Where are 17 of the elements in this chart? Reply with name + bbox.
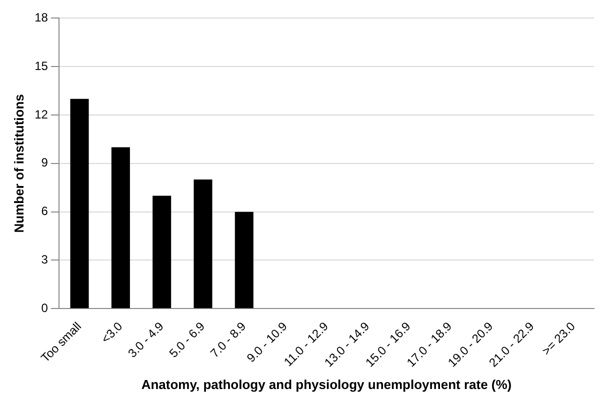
y-tick-label: 9 xyxy=(41,156,48,170)
x-tick-label: 5.0 - 6.9 xyxy=(166,319,208,360)
y-tick-label: 18 xyxy=(34,10,48,25)
bar xyxy=(111,147,130,308)
y-tick-label: 6 xyxy=(41,204,48,218)
x-tick-label: <3.0 xyxy=(98,319,126,346)
bar xyxy=(152,196,172,308)
bar xyxy=(70,98,89,308)
y-tick-label: 0 xyxy=(41,300,48,315)
x-tick-label: 3.0 - 4.9 xyxy=(125,319,167,360)
y-tick-label: 12 xyxy=(34,107,48,122)
bar xyxy=(234,212,254,308)
y-axis-title: Number of institutions xyxy=(11,94,26,233)
x-axis-title: Anatomy, pathology and physiology unemployment rate (%) xyxy=(141,376,512,392)
y-tick-label: 15 xyxy=(34,58,48,73)
bar xyxy=(194,180,212,308)
y-tick-label: 3 xyxy=(41,252,48,267)
